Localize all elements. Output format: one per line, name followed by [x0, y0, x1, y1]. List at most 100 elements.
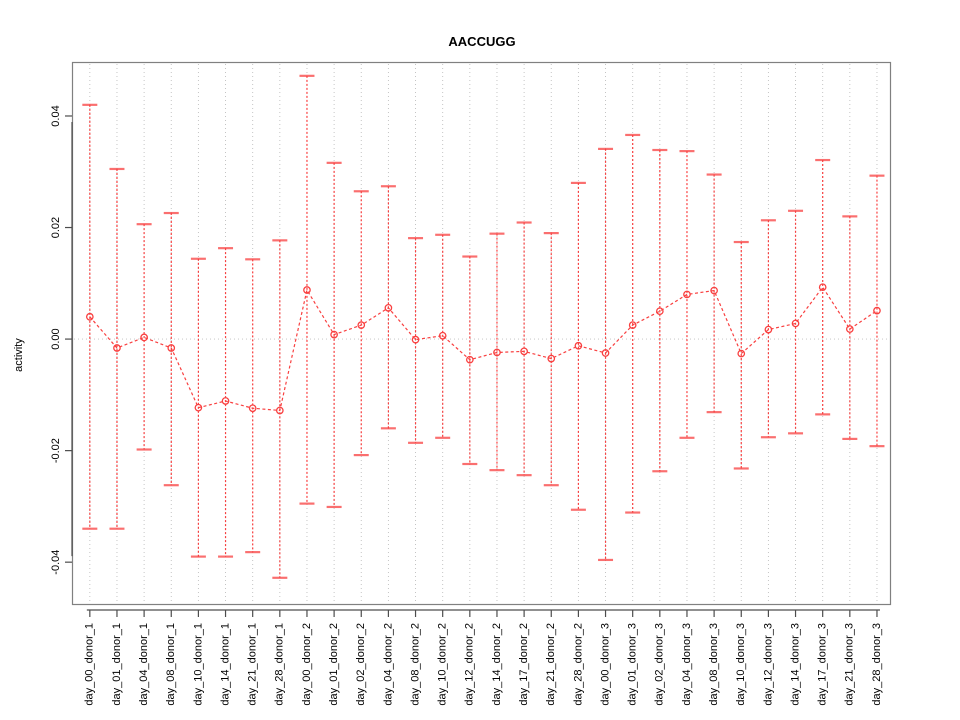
data-point — [574, 341, 583, 350]
error-bar — [435, 233, 451, 439]
data-point — [465, 355, 474, 364]
y-tick-label: 0.04 — [50, 105, 62, 126]
data-point — [140, 333, 148, 342]
error-bar — [815, 158, 831, 416]
gridlines — [74, 64, 889, 603]
x-tick-label: day_08_donor_1 — [165, 623, 177, 706]
x-tick-label: day_02_donor_3 — [654, 623, 666, 706]
plot-frame — [71, 61, 892, 606]
data-point — [221, 397, 230, 405]
error-bar — [82, 103, 98, 530]
x-tick-label: day_01_donor_3 — [627, 623, 639, 706]
x-tick-label: day_04_donor_2 — [382, 623, 394, 706]
x-tick-label: day_04_donor_1 — [138, 623, 150, 706]
data-point — [330, 330, 338, 339]
x-tick-label: day_14_donor_2 — [491, 623, 503, 706]
data-point — [547, 354, 556, 363]
x-tick-label: day_12_donor_3 — [762, 623, 774, 706]
error-bar — [109, 167, 125, 530]
data-point — [683, 290, 691, 299]
data-point — [710, 286, 718, 295]
data-point — [384, 303, 393, 312]
error-bar — [760, 219, 776, 439]
data-point — [520, 347, 528, 356]
data-point — [764, 325, 773, 334]
data-point — [628, 321, 637, 329]
y-axis: -0.04 -0.02 0.00 0.02 0.04 — [50, 105, 73, 575]
error-bar — [679, 150, 695, 439]
data-point — [791, 319, 800, 328]
x-tick-label: day_12_donor_2 — [464, 623, 476, 706]
error-bar — [136, 223, 152, 451]
data-point — [737, 349, 746, 358]
x-axis: day_00_donor_1 day_01_donor_1 day_04_donor… — [84, 609, 883, 706]
data-point — [438, 331, 447, 340]
error-bar — [408, 237, 424, 444]
x-tick-label: day_10_donor_3 — [735, 623, 747, 706]
data-point — [85, 312, 94, 321]
error-bar — [598, 147, 614, 562]
error-bar — [842, 215, 858, 441]
chart-title: AACCUGG — [448, 34, 515, 49]
x-tick-label: day_10_donor_2 — [437, 623, 449, 706]
y-axis-label: activity — [13, 338, 25, 372]
x-tick-label: day_10_donor_1 — [192, 623, 204, 706]
data-point — [873, 306, 881, 315]
data-point — [655, 307, 664, 316]
error-bar — [489, 232, 505, 472]
error-bar — [245, 258, 261, 554]
x-tick-label: day_01_donor_1 — [111, 623, 123, 706]
error-bar — [543, 232, 559, 487]
x-tick-label: day_21_donor_2 — [545, 623, 557, 706]
x-tick-label: day_00_donor_2 — [301, 623, 313, 706]
x-tick-label: day_00_donor_1 — [84, 623, 96, 706]
x-tick-label: day_02_donor_2 — [355, 623, 367, 706]
error-bar — [218, 247, 234, 558]
y-tick-label: 0.00 — [50, 328, 62, 349]
x-tick-label: day_14_donor_1 — [219, 623, 231, 706]
error-bar — [788, 209, 804, 435]
x-tick-label: day_04_donor_3 — [681, 623, 693, 706]
data-point — [601, 349, 610, 357]
y-tick-label: -0.04 — [50, 550, 62, 575]
data-point — [357, 321, 366, 329]
x-tick-label: day_01_donor_2 — [328, 623, 340, 706]
x-tick-label: day_14_donor_3 — [789, 623, 801, 706]
x-tick-label: day_17_donor_3 — [817, 623, 829, 706]
error-bar — [625, 133, 641, 514]
error-bar — [299, 74, 315, 505]
error-bar — [706, 173, 722, 414]
data-point — [411, 335, 420, 344]
data-point — [248, 404, 257, 413]
x-tick-label: day_21_donor_1 — [247, 623, 259, 706]
error-bar — [353, 190, 369, 457]
x-tick-label: day_28_donor_3 — [871, 623, 883, 706]
data-point — [303, 286, 311, 294]
error-bar — [516, 221, 532, 477]
data-series-layer — [82, 74, 885, 579]
data-point — [845, 325, 854, 333]
x-tick-label: day_08_donor_2 — [409, 623, 421, 706]
error-bar — [652, 148, 668, 473]
x-tick-label: day_17_donor_2 — [518, 623, 530, 706]
y-tick-label: 0.02 — [50, 217, 62, 238]
data-point — [167, 344, 176, 352]
error-bar — [462, 255, 478, 466]
series-line — [89, 286, 878, 412]
x-tick-label: day_28_donor_1 — [274, 623, 286, 706]
error-bar — [570, 181, 586, 511]
x-tick-label: day_21_donor_3 — [844, 623, 856, 706]
data-point — [818, 283, 827, 292]
x-tick-label: day_28_donor_2 — [572, 623, 584, 706]
data-point — [194, 403, 203, 412]
y-tick-label: -0.02 — [50, 438, 62, 463]
data-point — [493, 348, 501, 357]
data-point — [275, 406, 284, 415]
x-tick-label: day_08_donor_3 — [708, 623, 720, 706]
x-tick-label: day_00_donor_3 — [599, 623, 611, 706]
error-bar — [733, 240, 749, 470]
data-point — [113, 344, 121, 352]
error-bar — [869, 174, 885, 448]
